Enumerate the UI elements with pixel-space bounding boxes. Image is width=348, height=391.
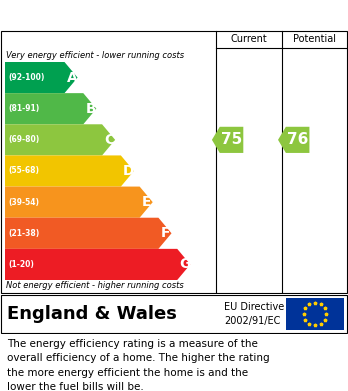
Polygon shape: [5, 62, 78, 93]
Polygon shape: [5, 218, 172, 249]
Text: B: B: [85, 102, 96, 116]
Polygon shape: [5, 93, 96, 124]
Text: (21-38): (21-38): [8, 229, 39, 238]
Text: Current: Current: [230, 34, 267, 44]
Text: England & Wales: England & Wales: [7, 305, 177, 323]
Polygon shape: [278, 127, 309, 153]
Text: Not energy efficient - higher running costs: Not energy efficient - higher running co…: [6, 281, 184, 290]
Text: (39-54): (39-54): [8, 197, 39, 206]
Polygon shape: [5, 249, 190, 280]
Text: A: A: [66, 70, 77, 84]
Text: EU Directive
2002/91/EC: EU Directive 2002/91/EC: [224, 302, 284, 326]
Text: Energy Efficiency Rating: Energy Efficiency Rating: [8, 7, 218, 23]
Bar: [286, 298, 344, 330]
Text: (69-80): (69-80): [8, 135, 39, 144]
Text: The energy efficiency rating is a measure of the
overall efficiency of a home. T: The energy efficiency rating is a measur…: [7, 339, 270, 391]
Polygon shape: [5, 156, 134, 187]
Text: (92-100): (92-100): [8, 73, 45, 82]
Text: E: E: [142, 195, 151, 209]
Text: D: D: [123, 164, 134, 178]
Text: Potential: Potential: [293, 34, 337, 44]
Text: G: G: [179, 257, 191, 271]
Text: (55-68): (55-68): [8, 167, 39, 176]
Text: (81-91): (81-91): [8, 104, 39, 113]
Polygon shape: [212, 127, 243, 153]
Text: 75: 75: [221, 133, 242, 147]
Text: F: F: [160, 226, 170, 240]
Text: Very energy efficient - lower running costs: Very energy efficient - lower running co…: [6, 51, 184, 60]
Polygon shape: [5, 187, 153, 218]
Text: C: C: [104, 133, 114, 147]
Polygon shape: [5, 124, 115, 156]
Text: 76: 76: [287, 133, 308, 147]
Text: (1-20): (1-20): [8, 260, 34, 269]
